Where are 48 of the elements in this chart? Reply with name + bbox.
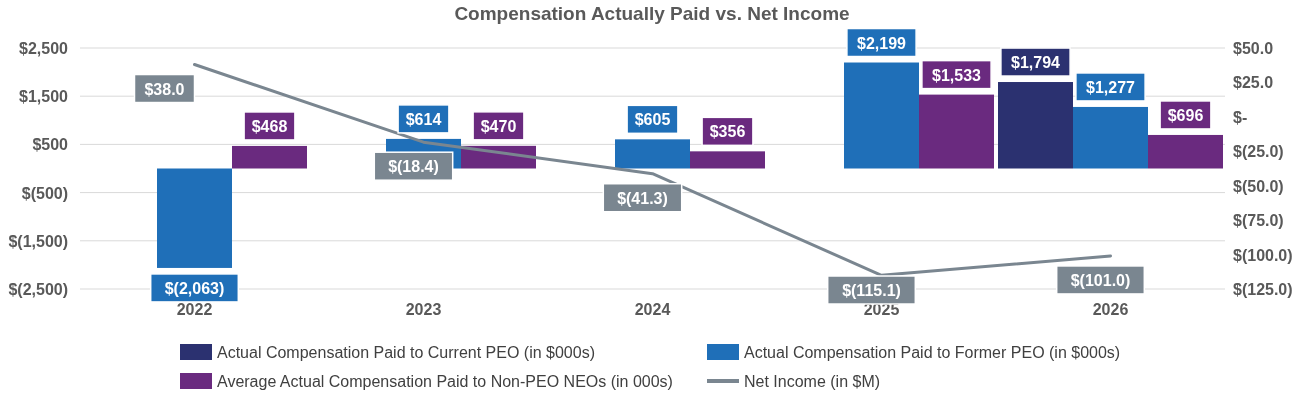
data-label: $(41.3): [617, 189, 668, 207]
chart-title: Compensation Actually Paid vs. Net Income: [454, 3, 850, 24]
bar: [232, 145, 307, 169]
bar: [998, 82, 1073, 169]
y-tick-label: $(1,500): [8, 232, 68, 250]
data-label: $696: [1167, 106, 1204, 124]
data-label: $1,794: [1011, 54, 1061, 72]
data-label: $356: [709, 123, 746, 141]
bar: [690, 151, 765, 169]
data-label: $470: [480, 117, 517, 135]
y2-tick-label: $(50.0): [1233, 177, 1284, 195]
y2-tick-label: $50.0: [1233, 40, 1274, 57]
data-label: $(18.4): [388, 158, 439, 176]
legend-label: Net Income (in $M): [744, 373, 881, 390]
bar: [919, 94, 994, 169]
legend-label: Average Actual Compensation Paid to Non-PEO NEOs (in 000s): [217, 373, 673, 390]
y-tick-label: $500: [32, 136, 69, 154]
bar: [615, 139, 690, 169]
data-label: $(115.1): [842, 282, 901, 299]
data-label: $1,277: [1086, 78, 1136, 96]
x-tick-label: 2023: [405, 301, 442, 318]
bar: [1148, 134, 1223, 169]
data-label: $38.0: [144, 80, 185, 98]
y-tick-label: $2,500: [19, 40, 69, 57]
legend-label: Actual Compensation Paid to Former PEO (in $000s): [744, 344, 1121, 361]
data-label: $1,533: [932, 66, 982, 84]
y2-tick-label: $(125.0): [1233, 281, 1293, 298]
x-tick-label: 2026: [1092, 301, 1129, 318]
data-label: $468: [251, 117, 288, 135]
y-tick-label: $(2,500): [8, 281, 68, 298]
y2-tick-label: $25.0: [1233, 74, 1274, 92]
data-label: $(101.0): [1070, 271, 1131, 289]
y2-tick-label: $(25.0): [1233, 143, 1284, 161]
data-label: $(2,063): [164, 279, 225, 297]
x-tick-label: 2022: [176, 301, 213, 318]
data-label: $605: [634, 111, 671, 129]
data-label: $2,199: [857, 34, 907, 52]
bar: [844, 62, 919, 169]
y2-tick-label: $-: [1233, 108, 1248, 126]
y-tick-label: $(500): [21, 184, 68, 202]
bar: [157, 168, 232, 268]
x-tick-label: 2024: [634, 301, 671, 318]
y2-tick-label: $(100.0): [1233, 246, 1293, 264]
legend-label: Actual Compensation Paid to Current PEO (in $000s): [217, 344, 595, 361]
bar: [1073, 106, 1148, 169]
y2-tick-label: $(75.0): [1233, 212, 1284, 230]
y-tick-label: $1,500: [19, 88, 69, 106]
data-label: $614: [405, 110, 442, 128]
